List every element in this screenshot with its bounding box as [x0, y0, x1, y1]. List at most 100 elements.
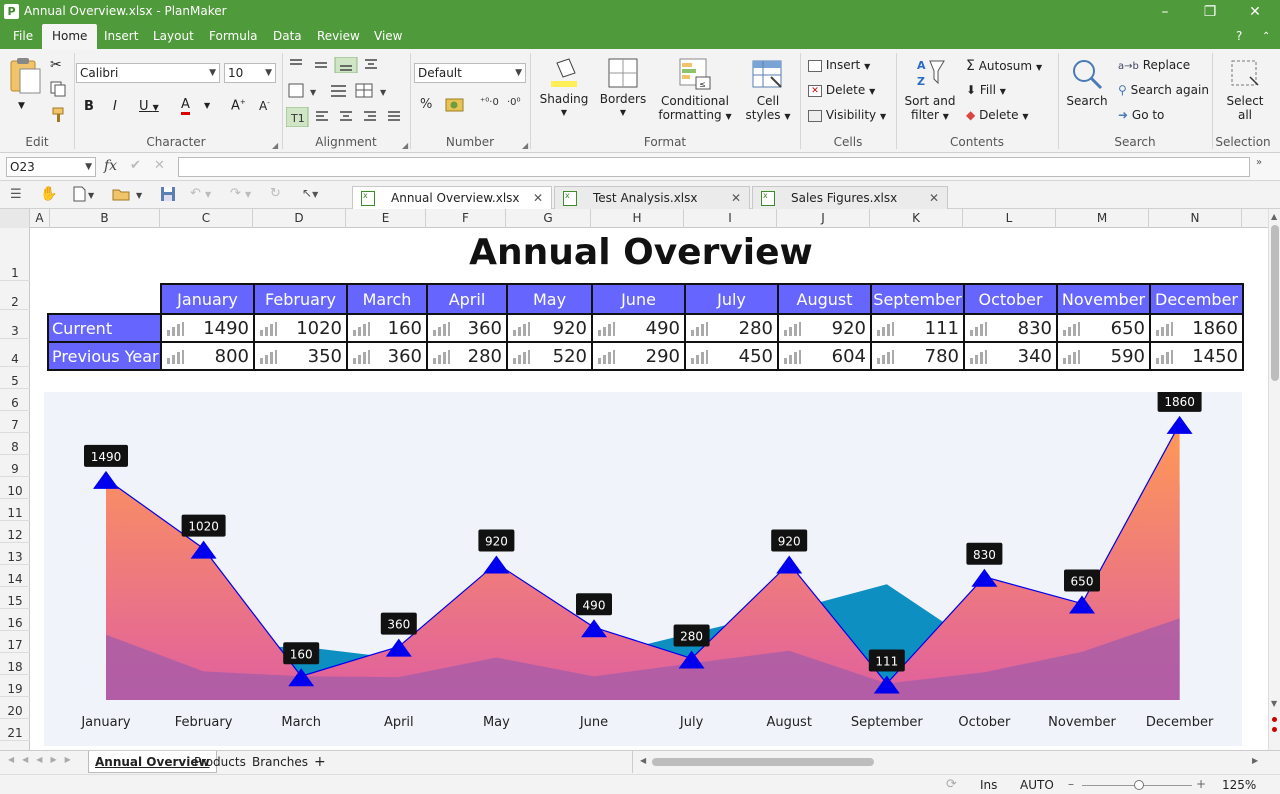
cell-styles-button[interactable]: Cell styles ▼: [742, 57, 794, 124]
shading-button[interactable]: Shading ▼: [536, 57, 592, 120]
sheet-nav-icons[interactable]: ◀◀◀▶▶: [8, 755, 79, 764]
row-header[interactable]: 11: [0, 499, 30, 521]
month-header[interactable]: August: [777, 283, 872, 315]
conditional-formatting-button[interactable]: ≤ Conditional formatting ▼: [654, 57, 736, 124]
cut-icon[interactable]: ✂: [50, 57, 62, 73]
column-header[interactable]: D: [253, 209, 346, 228]
month-header[interactable]: May: [506, 283, 593, 315]
month-header[interactable]: March: [346, 283, 428, 315]
value-cell[interactable]: 340: [963, 341, 1058, 371]
horizontal-scroll-thumb[interactable]: [652, 758, 874, 766]
menu-formula[interactable]: Formula: [209, 29, 258, 43]
row-header[interactable]: 1: [0, 228, 30, 281]
doc-tab-sales-figures[interactable]: Sales Figures.xlsx✕: [752, 185, 948, 209]
value-cell[interactable]: 650: [1056, 313, 1151, 343]
sheet-tab-products[interactable]: Products: [194, 755, 246, 769]
value-cell[interactable]: 360: [426, 313, 508, 343]
select-all-corner[interactable]: [0, 209, 30, 228]
replace-button[interactable]: a→b Replace: [1118, 58, 1191, 72]
expand-icon[interactable]: »: [1256, 157, 1263, 168]
value-cell[interactable]: 280: [684, 313, 779, 343]
doc-tab-annual-overview[interactable]: Annual Overview.xlsx✕: [352, 185, 552, 209]
bold-button[interactable]: B: [84, 99, 94, 114]
dialog-launcher-icon[interactable]: ◢: [272, 141, 279, 150]
row-header[interactable]: 13: [0, 543, 30, 565]
value-cell[interactable]: 1020: [253, 313, 348, 343]
hand-icon[interactable]: ✋: [40, 186, 58, 202]
wrap-text-icon[interactable]: ▼ ▼: [288, 83, 398, 102]
menu-insert[interactable]: Insert: [104, 29, 139, 43]
value-cell[interactable]: 520: [506, 341, 593, 371]
fill-button[interactable]: ⬇ Fill ▼: [966, 83, 1006, 97]
menu-file[interactable]: File: [13, 29, 34, 43]
minimize-button[interactable]: –: [1161, 4, 1169, 20]
open-folder-icon[interactable]: ▼: [112, 186, 146, 205]
confirm-icon[interactable]: ✔: [130, 158, 141, 173]
row-header[interactable]: 9: [0, 455, 30, 477]
dialog-launcher-icon[interactable]: ◢: [402, 141, 409, 150]
column-header[interactable]: N: [1149, 209, 1242, 228]
shrink-font-button[interactable]: A-: [259, 99, 270, 113]
column-header[interactable]: B: [50, 209, 160, 228]
column-header[interactable]: C: [160, 209, 253, 228]
menu-hamburger-icon[interactable]: ☰: [10, 187, 22, 202]
month-header[interactable]: June: [591, 283, 686, 315]
menu-review[interactable]: Review: [317, 29, 360, 43]
column-header[interactable]: A: [30, 209, 50, 228]
column-header[interactable]: H: [591, 209, 684, 228]
goto-button[interactable]: ➜ Go to: [1118, 108, 1165, 122]
row-header[interactable]: 17: [0, 631, 30, 653]
row-header[interactable]: 15: [0, 587, 30, 609]
month-header[interactable]: February: [253, 283, 348, 315]
formula-input[interactable]: [178, 157, 1250, 177]
row-header[interactable]: 6: [0, 389, 30, 411]
value-cell[interactable]: 1490: [160, 313, 255, 343]
row-header[interactable]: 16: [0, 609, 30, 631]
borders-button[interactable]: Borders ▼: [598, 57, 648, 120]
zoom-slider-thumb[interactable]: [1134, 780, 1144, 790]
row-header[interactable]: 3: [0, 310, 30, 339]
value-cell[interactable]: 160: [346, 313, 428, 343]
value-cell[interactable]: 590: [1056, 341, 1151, 371]
value-cell[interactable]: 800: [160, 341, 255, 371]
column-header[interactable]: J: [777, 209, 870, 228]
value-cell[interactable]: 360: [346, 341, 428, 371]
row-header[interactable]: 14: [0, 565, 30, 587]
italic-button[interactable]: I: [113, 99, 117, 114]
menu-layout[interactable]: Layout: [153, 29, 194, 43]
month-header[interactable]: April: [426, 283, 508, 315]
help-icon[interactable]: ?: [1236, 29, 1243, 43]
delete-cells-button[interactable]: ✕ Delete ▼: [808, 83, 875, 97]
value-cell[interactable]: 290: [591, 341, 686, 371]
row-header[interactable]: 4: [0, 339, 30, 367]
value-cell[interactable]: 1860: [1149, 313, 1244, 343]
insert-cells-button[interactable]: Insert ▼: [808, 58, 870, 72]
column-header[interactable]: K: [870, 209, 963, 228]
column-header[interactable]: I: [684, 209, 777, 228]
cell-reference-box[interactable]: O23 ▼: [6, 157, 96, 177]
month-header[interactable]: January: [160, 283, 255, 315]
value-cell[interactable]: 920: [777, 313, 872, 343]
column-header[interactable]: M: [1056, 209, 1149, 228]
value-cell[interactable]: 920: [506, 313, 593, 343]
search-button[interactable]: Search: [1064, 57, 1110, 108]
font-color-button[interactable]: A: [181, 98, 190, 115]
zoom-in-icon[interactable]: +: [1196, 777, 1207, 791]
column-header[interactable]: E: [346, 209, 426, 228]
pointer-icon[interactable]: ↖▼: [302, 186, 319, 200]
zoom-out-icon[interactable]: –: [1068, 777, 1074, 791]
month-header[interactable]: September: [870, 283, 965, 315]
select-all-button[interactable]: Select all: [1218, 57, 1272, 122]
row-label-current[interactable]: Current: [47, 313, 162, 343]
increase-decimal-icon[interactable]: ·0⁰: [507, 97, 521, 108]
month-header[interactable]: November: [1056, 283, 1151, 315]
row-header[interactable]: 12: [0, 521, 30, 543]
chart-area[interactable]: 1490 1020 160 360 920 490 280 920 111 830 650 1860 J…: [44, 389, 1242, 746]
value-cell[interactable]: 111: [870, 313, 965, 343]
autosum-button[interactable]: Σ Autosum ▼: [966, 58, 1043, 74]
paste-button[interactable]: [8, 57, 42, 95]
row-header[interactable]: 10: [0, 477, 30, 499]
month-header[interactable]: July: [684, 283, 779, 315]
column-header[interactable]: F: [426, 209, 506, 228]
month-header[interactable]: December: [1149, 283, 1244, 315]
